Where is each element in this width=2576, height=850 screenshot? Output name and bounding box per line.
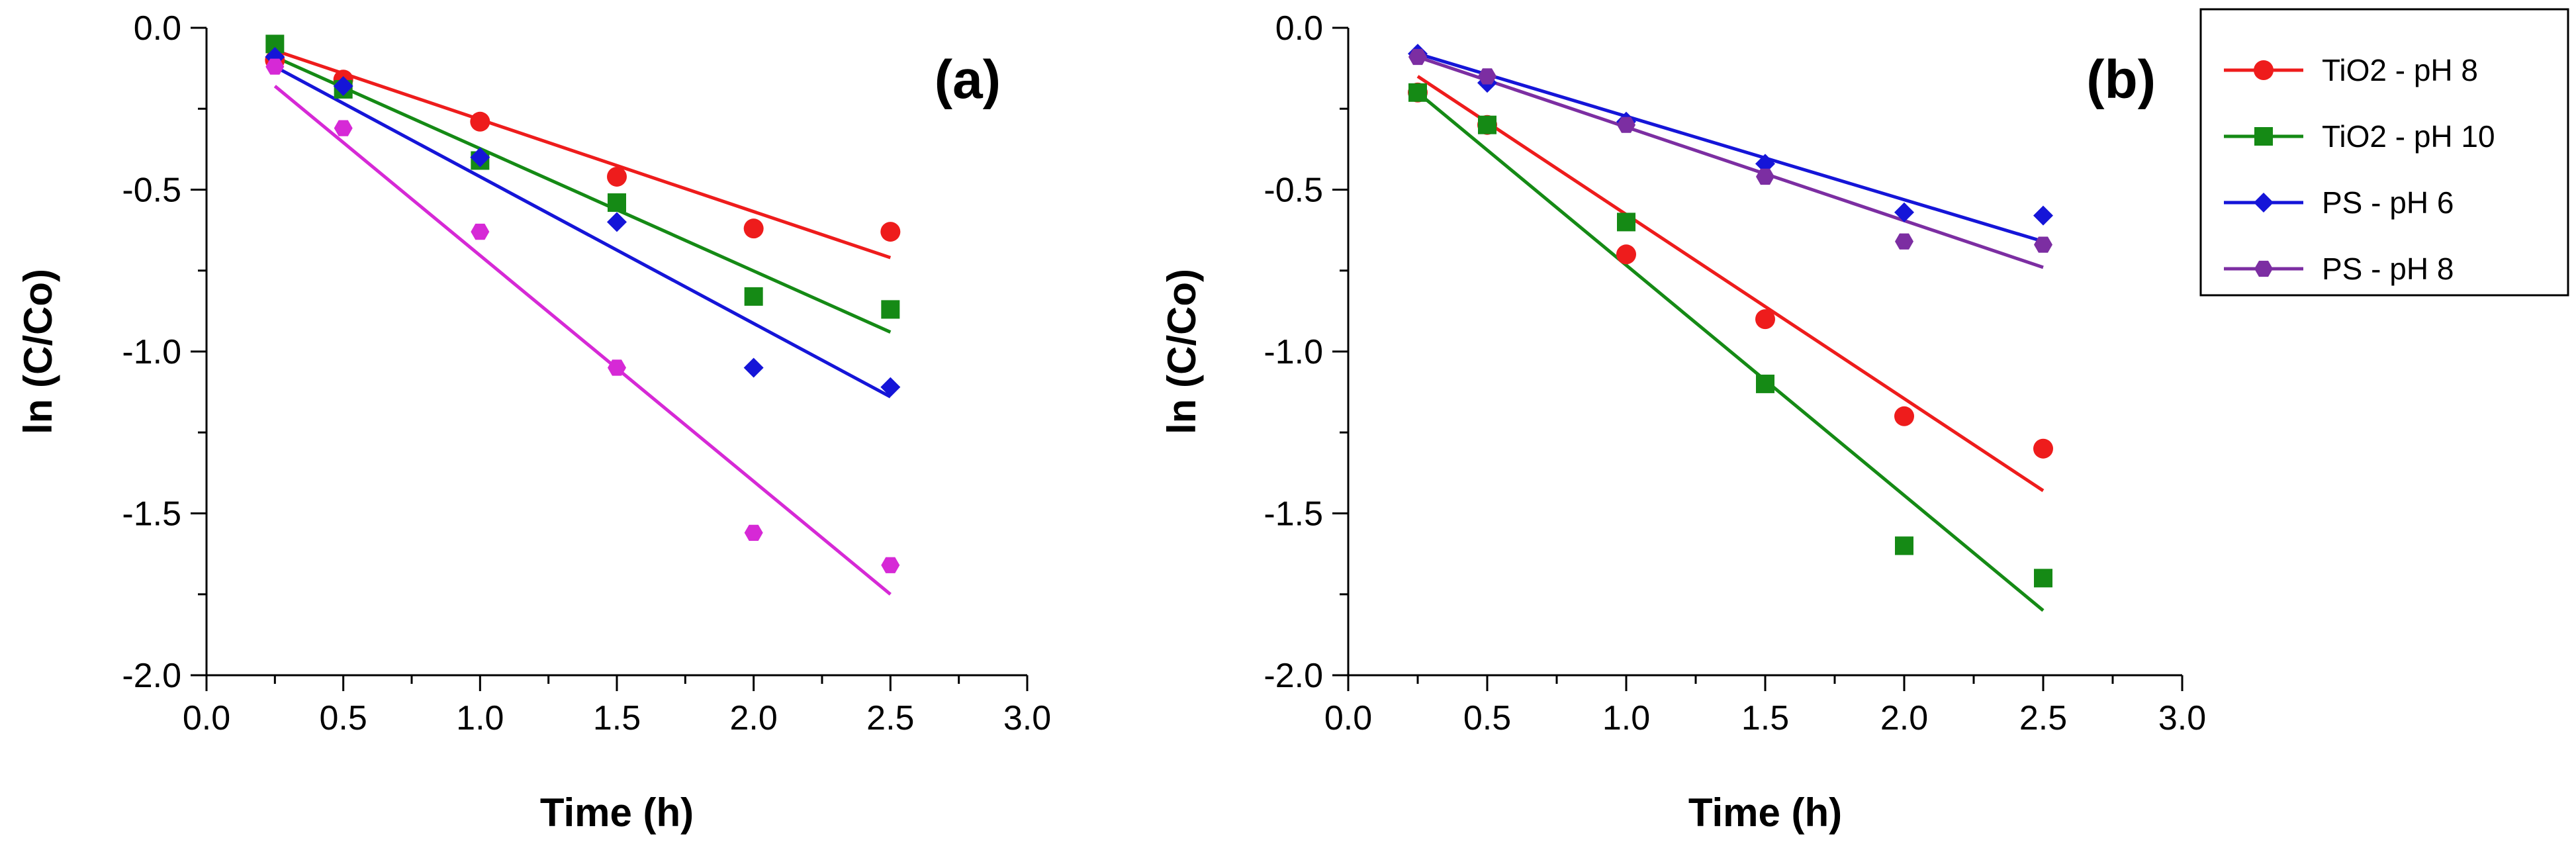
- x-tick-label: 3.0: [1003, 699, 1051, 737]
- data-point-tio2-ph-10: [2034, 569, 2052, 588]
- data-point-ps-ph-6: [880, 377, 901, 397]
- data-point-ps-ph-6: [2033, 205, 2053, 226]
- data-point-tio2-ph-8: [880, 222, 901, 242]
- chart-panel-b: 0.0 0.5 1.0 1.5 2.0 2.5 3.0 0.0 -0.5 -1.0 -1.5 -2.0…: [1160, 9, 2206, 835]
- fit-line-tio2-ph-10: [274, 55, 892, 334]
- data-point-ps-ph-8: [608, 359, 626, 376]
- legend-marker-tio2-ph-10: [2254, 127, 2273, 146]
- data-point-ps-ph-8: [1756, 168, 1774, 185]
- x-tick-label: 2.0: [1880, 699, 1928, 737]
- data-point-ps-ph-8: [2034, 236, 2052, 253]
- data-point-tio2-ph-8: [607, 166, 627, 187]
- fit-line-tio2-ph-8: [274, 48, 892, 260]
- y-axis-title: ln (C/Co): [16, 269, 60, 434]
- legend-label-tio2-ph-8: TiO2 - pH 8: [2322, 53, 2478, 87]
- data-point-ps-ph-6: [470, 147, 490, 167]
- data-point-tio2-ph-8: [470, 111, 490, 132]
- y-tick-label: -2.0: [1264, 657, 1323, 695]
- y-tick-label: -1.5: [122, 495, 181, 534]
- data-point-tio2-ph-10: [1617, 212, 1635, 232]
- fit-line-tio2-ph-8: [1416, 75, 2045, 493]
- data-point-ps-ph-8: [471, 223, 490, 240]
- y-tick-label: -1.0: [122, 333, 181, 371]
- x-axis-title: Time (h): [540, 790, 694, 835]
- y-tick-label: -0.5: [1264, 171, 1323, 210]
- data-point-ps-ph-6: [333, 76, 353, 97]
- x-tick-label: 0.0: [183, 699, 230, 737]
- x-tick-label: 2.5: [866, 699, 914, 737]
- y-tick-label: -0.5: [122, 171, 181, 210]
- fit-line-ps-ph-8: [1417, 55, 2044, 269]
- y-tick-label: 0.0: [134, 9, 181, 48]
- data-point-ps-ph-6: [743, 357, 764, 378]
- x-tick-label: 0.5: [1463, 699, 1511, 737]
- panel-label: (b): [2086, 50, 2156, 110]
- legend-label-ps-ph-8: PS - pH 8: [2322, 252, 2454, 286]
- data-point-ps-ph-6: [607, 212, 627, 232]
- data-point-tio2-ph-10: [881, 300, 900, 319]
- legend: TiO2 - pH 8 TiO2 - pH 10 PS - pH 6 PS - pH …: [2199, 8, 2569, 297]
- y-tick-label: -1.0: [1264, 333, 1323, 371]
- data-point-tio2-ph-8: [2033, 438, 2053, 459]
- data-point-ps-ph-8: [1895, 233, 1913, 250]
- y-tick-label: 0.0: [1275, 9, 1323, 48]
- x-tick-label: 0.5: [320, 699, 367, 737]
- x-tick-label: 1.5: [1741, 699, 1789, 737]
- legend-marker-ps-ph-6: [2254, 193, 2274, 212]
- data-point-ps-ph-8: [1478, 68, 1496, 85]
- data-point-ps-ph-8: [334, 120, 353, 136]
- data-point-tio2-ph-10: [1408, 83, 1427, 102]
- legend-box: [2199, 8, 2569, 297]
- fit-line-ps-ph-6: [1417, 52, 2044, 244]
- x-tick-label: 3.0: [2158, 699, 2206, 737]
- legend-label-tio2-ph-10: TiO2 - pH 10: [2322, 119, 2495, 154]
- data-point-ps-ph-8: [265, 58, 285, 75]
- data-point-tio2-ph-8: [1894, 406, 1914, 426]
- fit-line-tio2-ph-10: [1416, 91, 2045, 612]
- data-point-ps-ph-8: [1617, 117, 1635, 133]
- x-tick-label: 1.0: [1602, 699, 1650, 737]
- data-point-tio2-ph-10: [1895, 536, 1913, 555]
- x-axis-title: Time (h): [1688, 790, 1842, 835]
- legend-label-ps-ph-6: PS - pH 6: [2322, 185, 2454, 220]
- data-point-ps-ph-8: [881, 557, 900, 573]
- x-tick-label: 2.5: [2019, 699, 2067, 737]
- fit-line-ps-ph-8: [273, 85, 892, 596]
- data-point-tio2-ph-8: [1755, 309, 1775, 330]
- data-point-ps-ph-6: [1894, 202, 1914, 222]
- x-tick-label: 1.5: [593, 699, 641, 737]
- legend-marker-tio2-ph-8: [2254, 60, 2274, 80]
- data-point-ps-ph-6: [1755, 154, 1775, 174]
- x-tick-label: 2.0: [730, 699, 778, 737]
- fit-line-ps-ph-6: [274, 65, 892, 399]
- data-point-ps-ph-8: [744, 524, 763, 541]
- data-point-tio2-ph-10: [1756, 374, 1774, 393]
- y-axis-title: ln (C/Co): [1160, 269, 1204, 434]
- legend-marker-ps-ph-8: [2254, 260, 2273, 277]
- x-tick-label: 1.0: [456, 699, 504, 737]
- y-tick-label: -2.0: [122, 657, 181, 695]
- data-point-tio2-ph-8: [1616, 244, 1636, 265]
- data-point-tio2-ph-8: [743, 218, 764, 239]
- data-point-tio2-ph-10: [608, 193, 626, 212]
- panel-label: (a): [935, 50, 1001, 110]
- data-point-tio2-ph-10: [744, 287, 763, 306]
- chart-panel-a: 0.0 0.5 1.0 1.5 2.0 2.5 3.0 0.0 -0.5 -1.0 -1.5 -2.0…: [16, 9, 1051, 835]
- x-tick-label: 0.0: [1324, 699, 1372, 737]
- data-point-tio2-ph-10: [1478, 115, 1496, 134]
- data-point-ps-ph-8: [1408, 48, 1427, 66]
- y-tick-label: -1.5: [1264, 495, 1323, 534]
